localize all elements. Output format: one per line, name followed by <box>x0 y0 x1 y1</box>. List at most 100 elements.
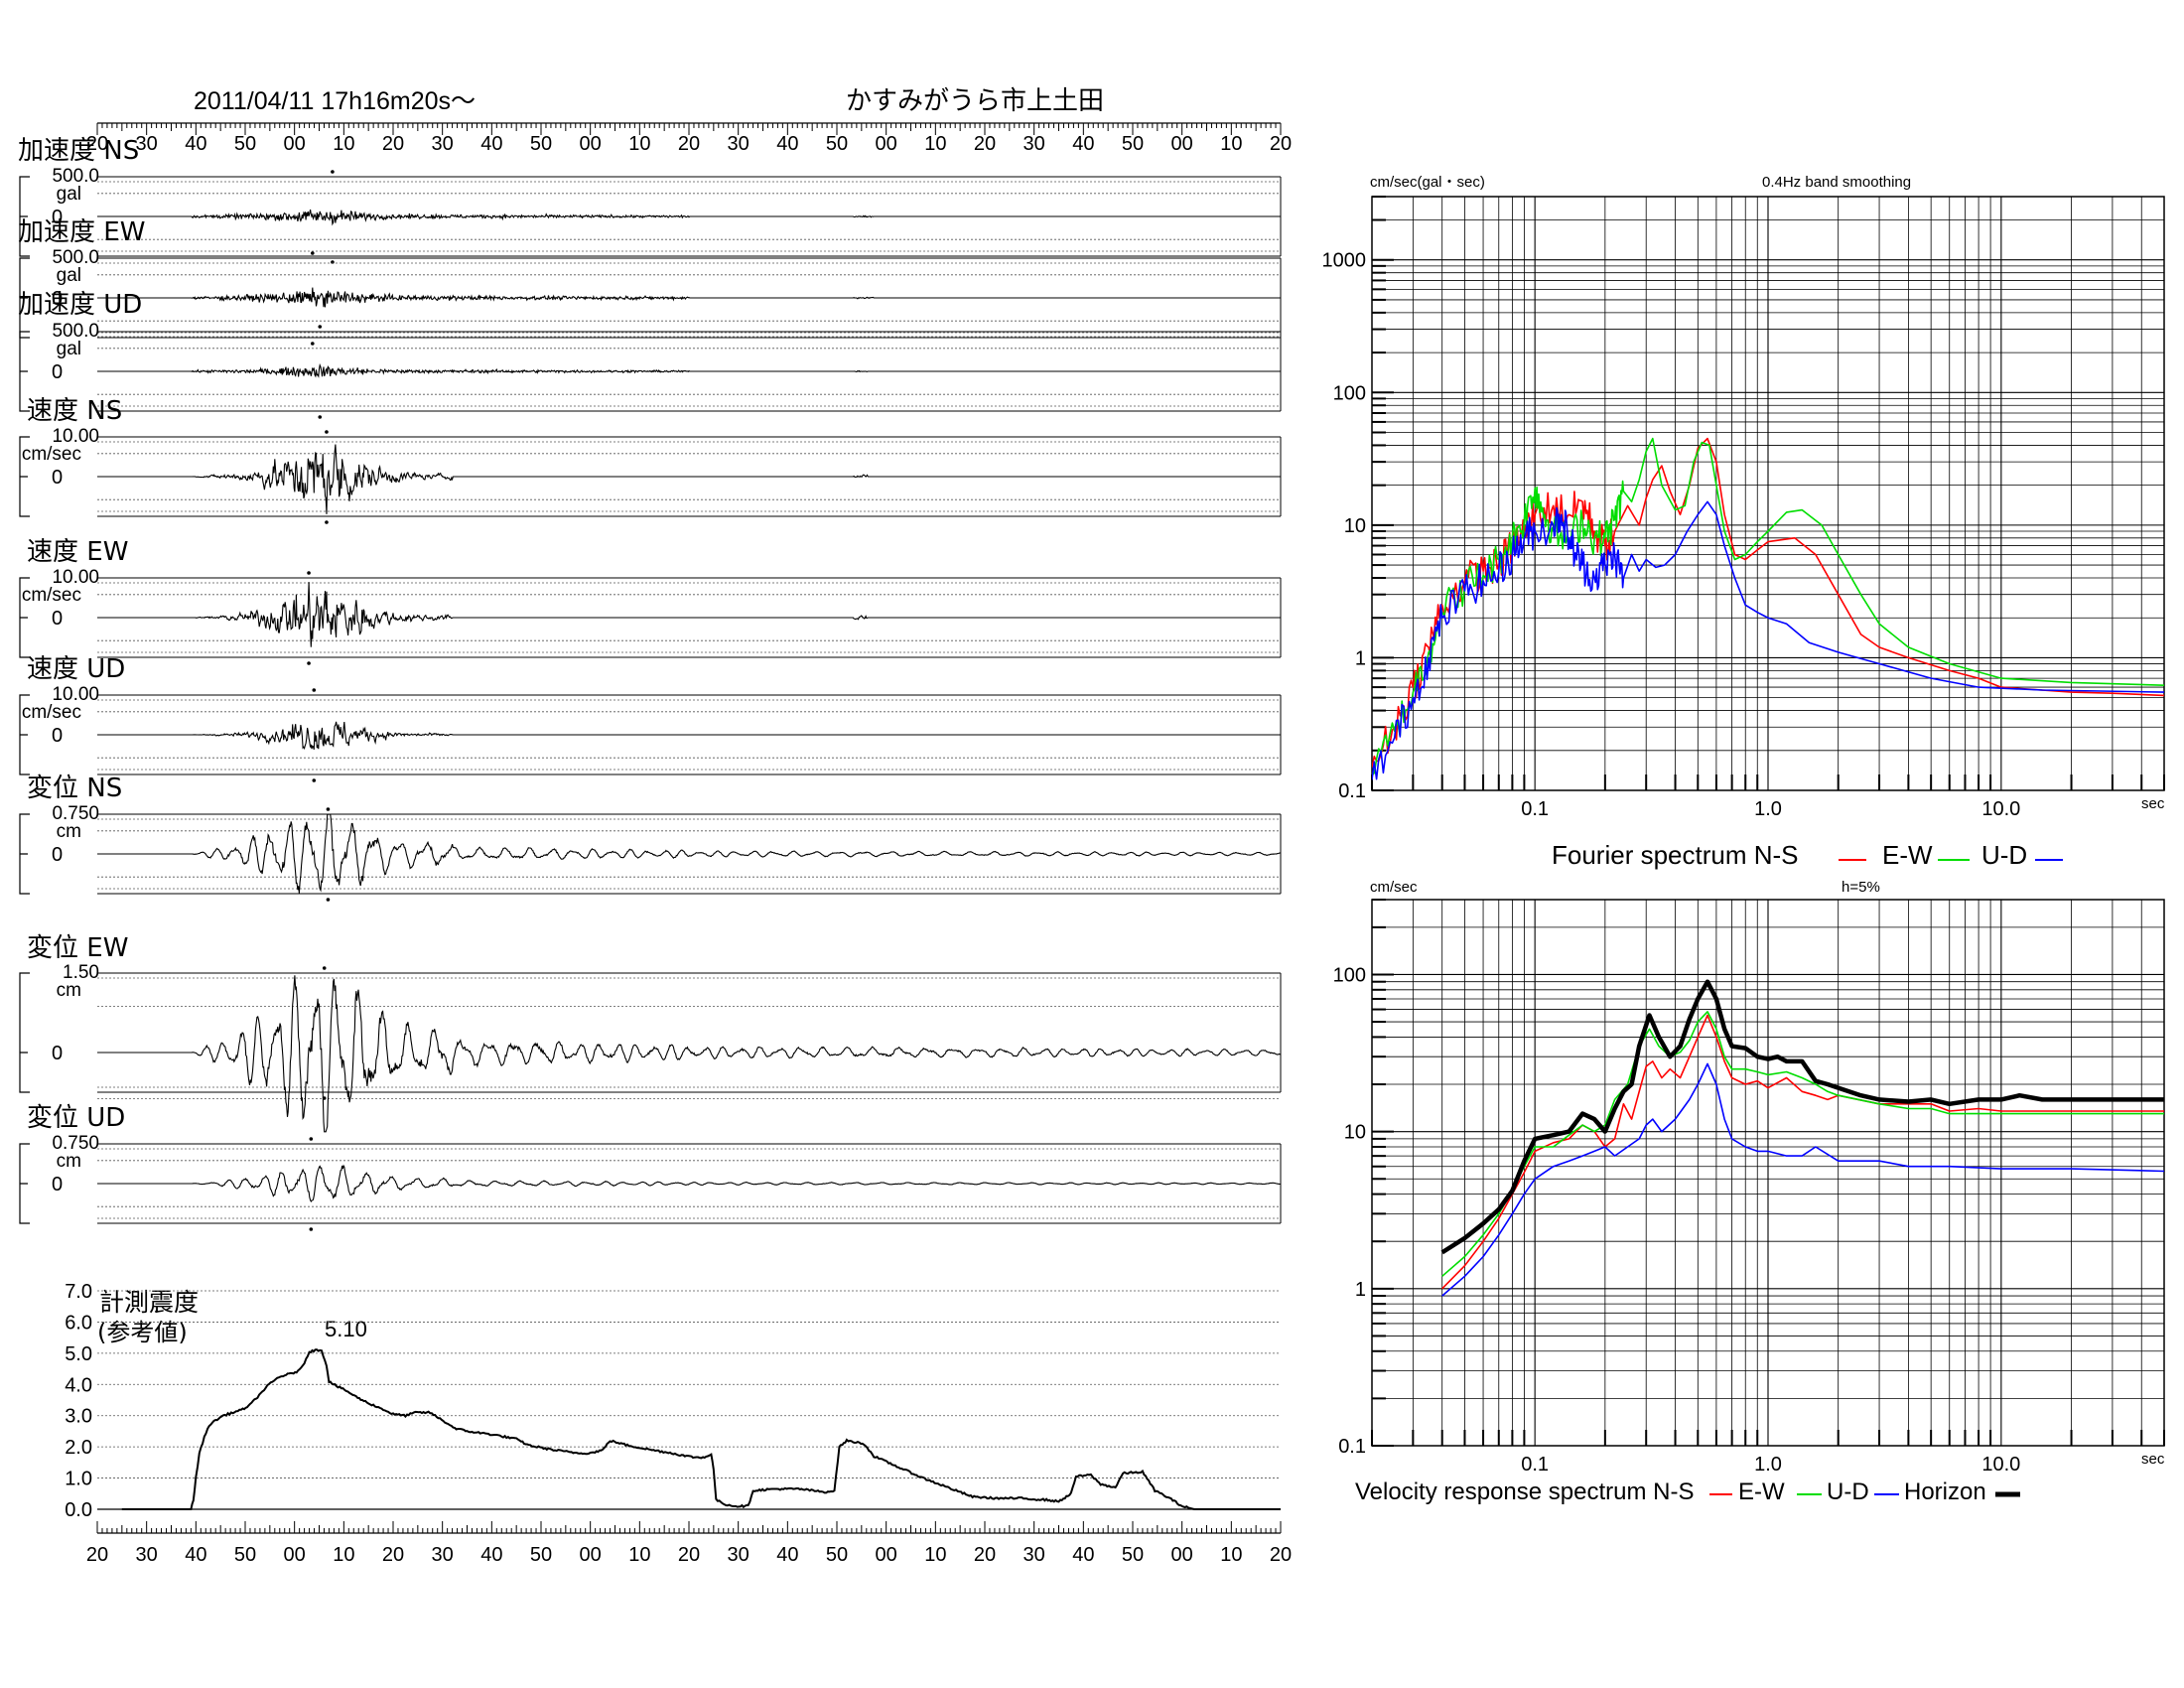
intensity-x-tick-label: 30 <box>136 1544 158 1566</box>
time-axis-tick-label: 30 <box>136 133 158 155</box>
intensity-y-tick-label: 7.0 <box>65 1281 92 1303</box>
intensity-x-tick-label: 20 <box>86 1544 108 1566</box>
time-axis-tick-label: 20 <box>382 133 404 155</box>
record-datetime: 2011/04/11 17h16m20s〜 <box>194 87 476 115</box>
time-axis-tick-label: 30 <box>1024 133 1045 155</box>
panel-zero-label: 0 <box>52 288 63 310</box>
panel-bracket <box>19 436 30 517</box>
intensity-y-tick-label: 0.0 <box>65 1499 92 1521</box>
fourier-y-tick-label: 1 <box>1355 647 1366 669</box>
panel-unit-label: cm <box>57 980 81 1001</box>
panel-zero-label: 0 <box>52 608 63 630</box>
intensity-x-tick-label: 10 <box>333 1544 354 1566</box>
intensity-x-tick-label: 00 <box>284 1544 306 1566</box>
panel-unit-label: gal <box>57 184 81 205</box>
vresp-y-tick-label: 0.1 <box>1338 1436 1366 1458</box>
panel-title: 加速度 EW <box>18 217 145 247</box>
time-axis-tick-label: 40 <box>776 133 798 155</box>
time-axis-tick-label: 10 <box>333 133 354 155</box>
fourier-y-tick-label: 1000 <box>1322 250 1367 272</box>
time-axis-tick-label: 50 <box>234 133 256 155</box>
panel-bracket <box>19 694 30 775</box>
panel-scale-label: 1.50 <box>63 962 99 983</box>
panel-bracket <box>19 972 30 1093</box>
time-axis-tick-label: 20 <box>974 133 996 155</box>
intensity-x-tick-label: 40 <box>185 1544 206 1566</box>
waveform-trace <box>97 209 1281 226</box>
peak-marker <box>312 688 317 692</box>
fourier-x-tick-label: 1.0 <box>1754 798 1782 820</box>
vresp-frame <box>1371 899 2165 1447</box>
vresp-ylabel: cm/sec <box>1370 879 1418 896</box>
waveform-trace <box>97 287 1281 308</box>
time-axis-tick-label: 50 <box>826 133 848 155</box>
vresp-y-tick-label: 10 <box>1344 1122 1366 1144</box>
panel-title: 変位 UD <box>27 1103 125 1133</box>
time-axis-tick-label: 20 <box>86 133 108 155</box>
fourier-x-tick-label: 10.0 <box>1981 798 2020 820</box>
fourier-series-line-ew <box>1372 437 2164 776</box>
peak-marker <box>322 1096 327 1100</box>
intensity-x-tick-label: 20 <box>1270 1544 1292 1566</box>
intensity-x-tick-label: 00 <box>580 1544 602 1566</box>
intensity-x-tick-label: 30 <box>432 1544 454 1566</box>
vresp-xlabel: sec <box>2141 1451 2165 1468</box>
vresp-series-line-ew <box>1441 1011 2164 1277</box>
panel-scale-label: 0.750 <box>52 803 99 824</box>
time-axis-tick-label: 50 <box>530 133 552 155</box>
panel-unit-label: gal <box>57 265 81 286</box>
vresp-legend-ew: E-W <box>1738 1478 1785 1505</box>
panel-unit-label: cm/sec <box>22 702 81 723</box>
intensity-x-tick-label: 10 <box>628 1544 650 1566</box>
fourier-y-tick-label: 0.1 <box>1338 780 1366 802</box>
vresp-series-line-ud <box>1441 1062 2164 1297</box>
intensity-y-tick-label: 1.0 <box>65 1469 92 1490</box>
intensity-x-tick-label: 40 <box>776 1544 798 1566</box>
time-axis-tick-label: 20 <box>678 133 700 155</box>
waveform-trace <box>97 362 1281 378</box>
peak-marker <box>326 898 331 902</box>
panel-zero-label: 0 <box>52 207 63 228</box>
fourier-spectrum-chart: cm/sec(gal・sec) 0.4Hz band smoothing sec… <box>1322 174 2165 870</box>
intensity-subtitle: (参考値) <box>97 1319 188 1346</box>
panel-bracket <box>19 577 30 658</box>
intensity-x-tick-label: 30 <box>728 1544 750 1566</box>
waveform-trace <box>97 975 1282 1133</box>
intensity-x-tick-label: 20 <box>382 1544 404 1566</box>
panel-zero-label: 0 <box>52 1174 63 1196</box>
fourier-legend-ew: E-W <box>1882 840 1933 870</box>
intensity-x-tick-label: 10 <box>1220 1544 1242 1566</box>
time-axis-tick-label: 40 <box>480 133 502 155</box>
time-axis-tick-label: 30 <box>432 133 454 155</box>
panel-title: 速度 EW <box>27 537 128 567</box>
intensity-x-tick-label: 40 <box>480 1544 502 1566</box>
fourier-annotation: 0.4Hz band smoothing <box>1762 174 1911 191</box>
intensity-x-tick-label: 50 <box>530 1544 552 1566</box>
panel-bracket <box>19 813 30 895</box>
peak-marker <box>325 520 329 524</box>
fourier-series-line-ud <box>1372 500 2164 780</box>
time-axis-tick-label: 50 <box>1122 133 1144 155</box>
intensity-x-tick-label: 40 <box>1072 1544 1094 1566</box>
time-axis-tick-label: 20 <box>1270 133 1292 155</box>
waveform-trace <box>97 582 1281 647</box>
intensity-y-tick-label: 4.0 <box>65 1374 92 1396</box>
panel-title: 変位 EW <box>27 933 128 963</box>
intensity-y-tick-label: 2.0 <box>65 1437 92 1459</box>
fourier-legend-ud: U-D <box>1981 840 2027 870</box>
intensity-x-tick-label: 50 <box>234 1544 256 1566</box>
time-axis-tick-label: 40 <box>185 133 206 155</box>
panel-zero-label: 0 <box>52 725 63 747</box>
panel-unit-label: cm <box>57 821 81 842</box>
station-name: かすみがうら市上土田 <box>846 86 1104 116</box>
panel-bracket <box>19 331 30 412</box>
time-axis-tick-label: 00 <box>580 133 602 155</box>
peak-marker <box>307 571 311 575</box>
